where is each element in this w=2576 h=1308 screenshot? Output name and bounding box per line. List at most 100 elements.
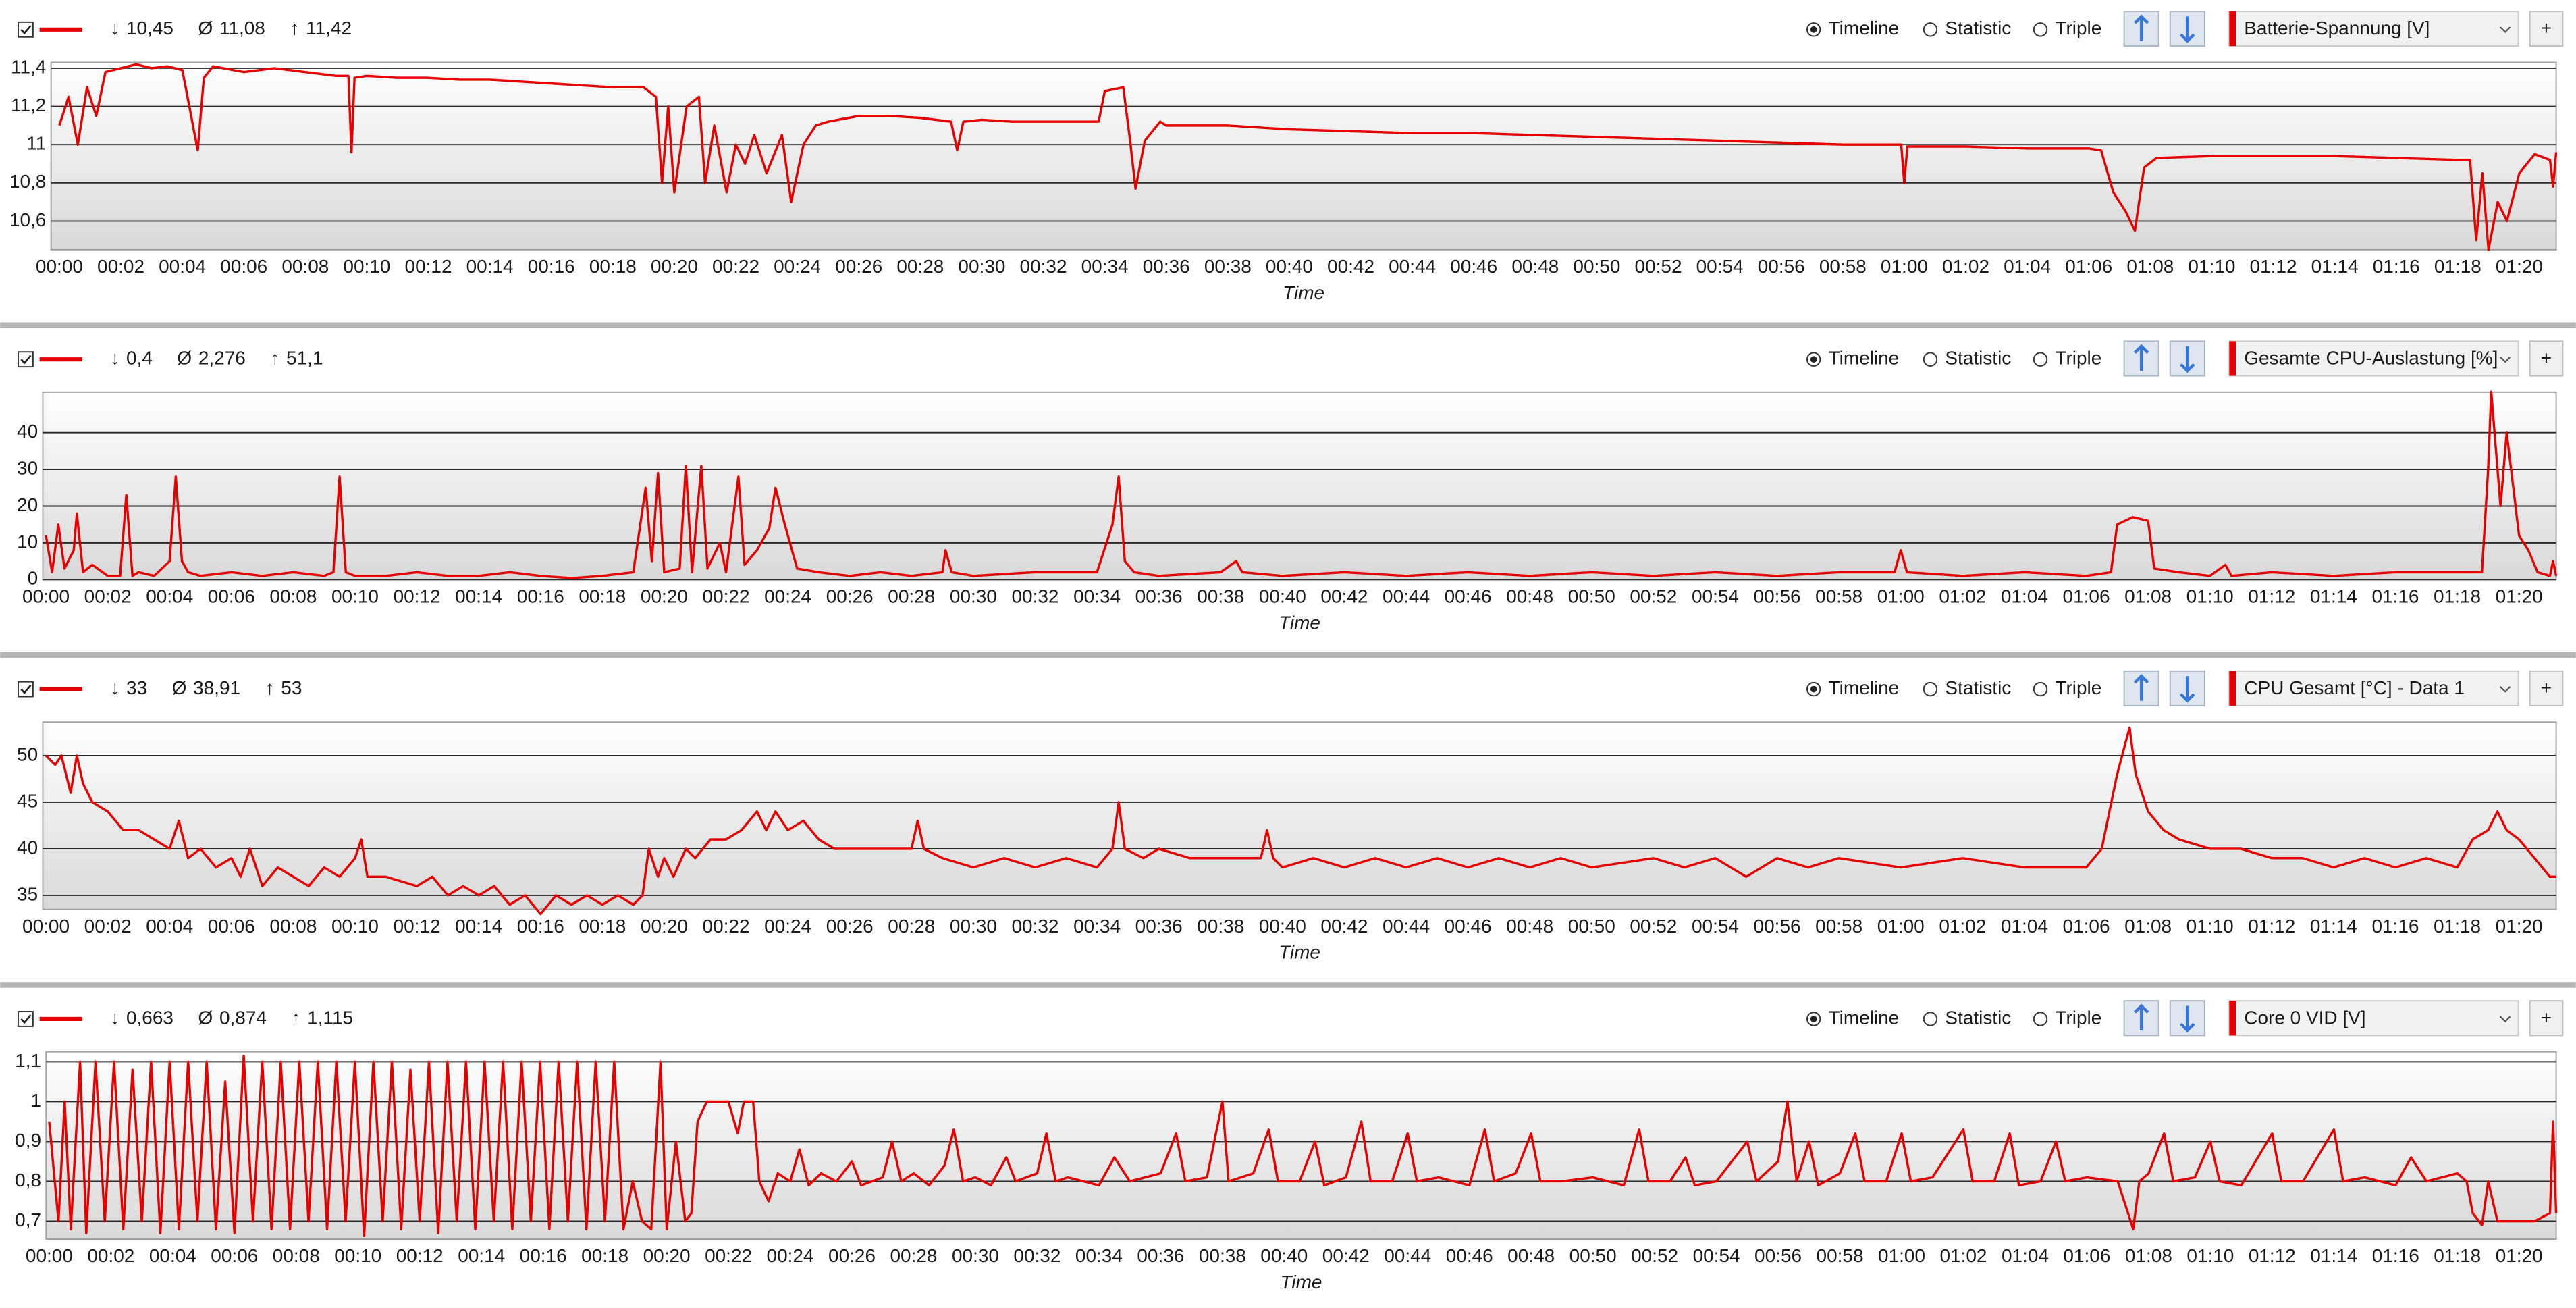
- x-tick-label: 01:00: [1881, 256, 1928, 277]
- x-tick-label: 00:12: [405, 256, 452, 277]
- mode-label[interactable]: Triple: [2055, 348, 2101, 369]
- x-tick-label: 00:02: [84, 916, 132, 937]
- panel-separator: [0, 982, 2576, 988]
- x-tick-label: 00:14: [455, 585, 502, 606]
- x-tick-label: 00:38: [1199, 1245, 1246, 1266]
- mode-label[interactable]: Statistic: [1945, 348, 2011, 369]
- sensor-dropdown[interactable]: [2228, 340, 2519, 377]
- x-tick-label: 00:50: [1568, 585, 1615, 606]
- mode-label[interactable]: Triple: [2055, 18, 2101, 38]
- sensor-dropdown[interactable]: [2228, 1000, 2519, 1037]
- mode-label[interactable]: Triple: [2055, 1007, 2101, 1028]
- stat-symbol: ↑: [265, 677, 275, 698]
- x-tick-label: 00:02: [97, 256, 144, 277]
- x-tick-label: 00:26: [826, 916, 874, 937]
- mode-label[interactable]: Timeline: [1829, 348, 1900, 369]
- x-tick-label: 00:08: [269, 916, 317, 937]
- stat-value: 10,45: [126, 18, 173, 38]
- add-button[interactable]: [2529, 1000, 2564, 1037]
- mode-radio[interactable]: [2033, 1012, 2048, 1026]
- x-tick-label: 00:16: [517, 916, 564, 937]
- x-tick-label: 00:04: [146, 916, 193, 937]
- x-tick-label: 00:38: [1204, 256, 1252, 277]
- x-tick-label: 00:52: [1631, 1245, 1678, 1266]
- stat-symbol: ↓: [110, 18, 119, 38]
- x-tick-label: 00:18: [579, 585, 626, 606]
- series-checkbox[interactable]: [17, 21, 34, 38]
- x-tick-label: 00:48: [1506, 916, 1553, 937]
- x-tick-label: 00:10: [334, 1245, 381, 1266]
- sensor-dropdown[interactable]: [2228, 670, 2519, 706]
- y-tick-label: 20: [17, 494, 38, 515]
- add-button-label[interactable]: +: [2541, 18, 2552, 38]
- x-tick-label: 00:38: [1197, 916, 1244, 937]
- x-tick-label: 00:20: [651, 256, 698, 277]
- x-tick-label: 00:12: [394, 585, 441, 606]
- x-tick-label: 00:54: [1692, 585, 1739, 606]
- mode-label[interactable]: Timeline: [1829, 1007, 1900, 1028]
- mode-radio[interactable]: [1923, 352, 1938, 367]
- series-checkbox[interactable]: [17, 351, 34, 368]
- y-tick-label: 50: [17, 743, 38, 764]
- mode-label[interactable]: Timeline: [1829, 677, 1900, 698]
- x-tick-label: 00:30: [958, 256, 1005, 277]
- series-checkbox[interactable]: [17, 681, 34, 698]
- x-tick-label: 00:12: [394, 916, 441, 937]
- x-tick-label: 01:18: [2434, 916, 2481, 937]
- x-tick-label: 00:54: [1693, 1245, 1740, 1266]
- add-button[interactable]: [2529, 11, 2564, 47]
- x-tick-label: 00:20: [641, 916, 688, 937]
- x-tick-label: 00:42: [1320, 585, 1368, 606]
- mode-label[interactable]: Statistic: [1945, 1007, 2011, 1028]
- mode-label[interactable]: Timeline: [1829, 18, 1900, 38]
- mode-radio[interactable]: [1923, 681, 1938, 697]
- mode-radio[interactable]: [2033, 681, 2048, 697]
- x-tick-label: 01:10: [2186, 916, 2234, 937]
- plot-area: [50, 61, 2557, 251]
- x-axis-title: Time: [1279, 612, 1320, 633]
- stat-symbol: ↓: [110, 348, 119, 369]
- data-line: [58, 63, 2558, 251]
- series-checkbox[interactable]: [17, 1011, 34, 1027]
- x-tick-label: 01:04: [2001, 916, 2048, 937]
- add-button-label[interactable]: +: [2541, 677, 2552, 698]
- x-tick-label: 00:52: [1635, 256, 1682, 277]
- add-button[interactable]: [2529, 670, 2564, 706]
- x-tick-label: 01:02: [1939, 916, 1986, 937]
- mode-label[interactable]: Statistic: [1945, 18, 2011, 38]
- x-tick-label: 01:16: [2373, 256, 2420, 277]
- x-tick-label: 00:58: [1815, 585, 1862, 606]
- x-tick-label: 00:36: [1135, 585, 1183, 606]
- x-tick-label: 01:10: [2186, 585, 2234, 606]
- x-tick-label: 01:20: [2496, 585, 2543, 606]
- y-tick-label: 11,2: [11, 95, 46, 115]
- mode-label[interactable]: Statistic: [1945, 677, 2011, 698]
- mode-label[interactable]: Triple: [2055, 677, 2101, 698]
- x-tick-label: 00:00: [22, 585, 70, 606]
- add-button[interactable]: [2529, 340, 2564, 377]
- x-tick-label: 01:12: [2248, 585, 2295, 606]
- stat-symbol: ↑: [290, 18, 299, 38]
- x-tick-label: 00:08: [273, 1245, 320, 1266]
- mode-radio[interactable]: [1923, 1012, 1938, 1026]
- add-button-label[interactable]: +: [2541, 1007, 2552, 1028]
- x-tick-label: 00:52: [1630, 585, 1677, 606]
- mode-radio[interactable]: [2033, 22, 2048, 37]
- x-tick-label: 00:30: [952, 1245, 999, 1266]
- x-tick-label: 00:34: [1081, 256, 1129, 277]
- x-tick-label: 00:12: [396, 1245, 444, 1266]
- x-tick-label: 01:08: [2124, 585, 2172, 606]
- mode-radio[interactable]: [1923, 22, 1938, 37]
- dropdown-chevron: [2500, 686, 2511, 693]
- sensor-dropdown[interactable]: [2228, 11, 2519, 47]
- x-tick-label: 00:20: [641, 585, 688, 606]
- x-tick-label: 00:48: [1507, 1245, 1555, 1266]
- x-tick-label: 00:58: [1815, 916, 1862, 937]
- plot-area: [45, 1051, 2557, 1240]
- mode-radio[interactable]: [2033, 352, 2048, 367]
- sensor-color-bar: [2229, 341, 2236, 376]
- x-tick-label: 00:22: [703, 916, 750, 937]
- x-tick-label: 00:06: [208, 916, 255, 937]
- add-button-label[interactable]: +: [2541, 348, 2552, 369]
